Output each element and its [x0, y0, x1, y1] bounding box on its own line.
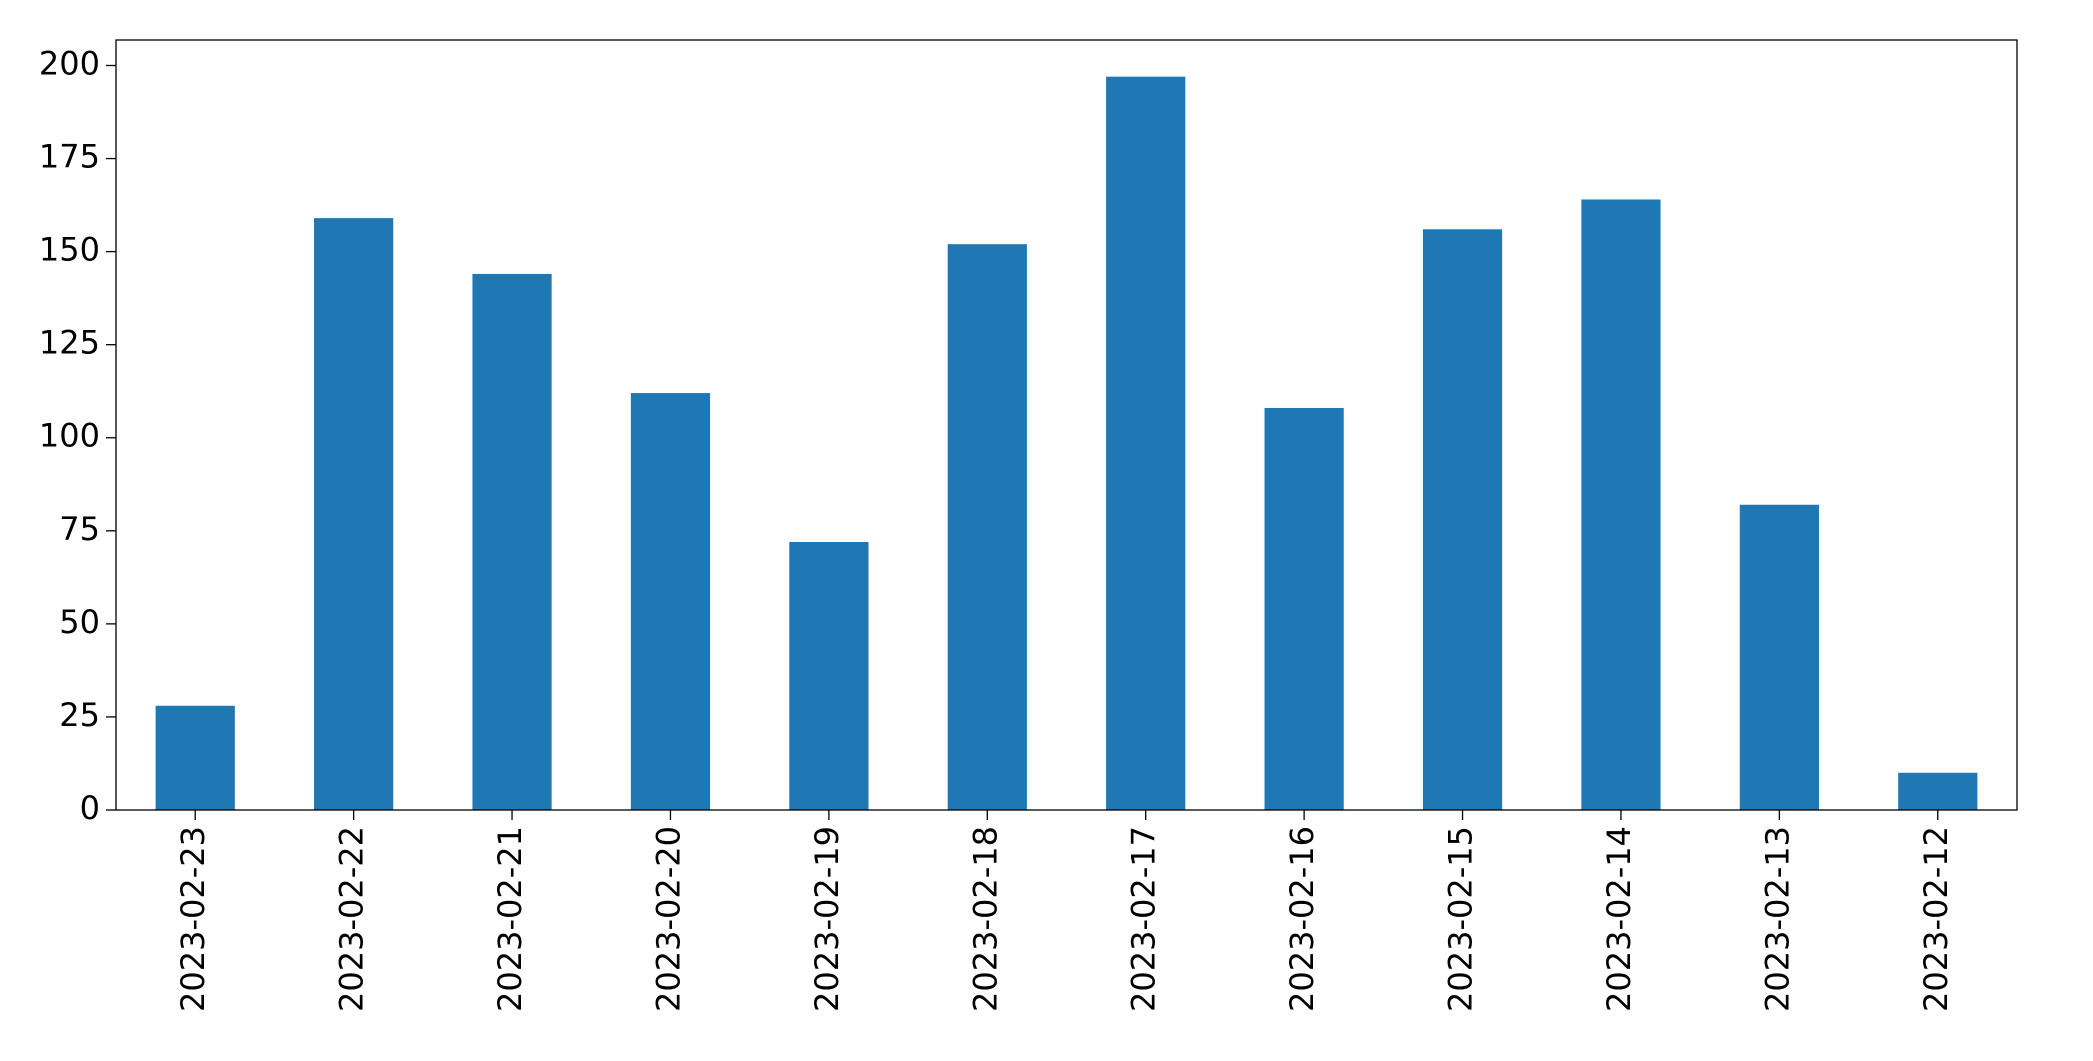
y-tick-label: 175 [39, 138, 100, 176]
y-tick-label: 25 [59, 696, 100, 734]
x-tick-label: 2023-02-21 [491, 826, 529, 1012]
bar [314, 218, 394, 810]
bar [1581, 199, 1661, 811]
x-tick-label: 2023-02-23 [174, 826, 212, 1012]
y-tick-label: 150 [39, 231, 100, 269]
x-tick-label: 2023-02-12 [1917, 826, 1955, 1012]
x-tick-label: 2023-02-15 [1442, 826, 1480, 1012]
bar [1898, 772, 1978, 810]
bar [1422, 229, 1503, 811]
y-tick-label: 0 [80, 789, 100, 827]
bar [947, 244, 1027, 811]
x-tick-label: 2023-02-19 [808, 826, 846, 1012]
x-tick-label: 2023-02-17 [1125, 826, 1163, 1012]
bar [1739, 504, 1819, 810]
y-tick-label: 200 [39, 44, 100, 82]
x-tick-label: 2023-02-13 [1758, 826, 1796, 1012]
bar [789, 541, 869, 810]
x-tick-label: 2023-02-16 [1283, 826, 1321, 1012]
bar [630, 393, 711, 810]
bar [1264, 407, 1344, 810]
bar [472, 273, 552, 811]
y-tick-label: 75 [59, 510, 100, 548]
y-tick-label: 125 [39, 324, 100, 362]
bar [1106, 76, 1186, 810]
x-tick-label: 2023-02-20 [649, 826, 687, 1012]
x-tick-label: 2023-02-22 [333, 826, 371, 1012]
y-tick-label: 50 [59, 603, 100, 641]
bar [155, 705, 235, 810]
x-tick-label: 2023-02-18 [966, 826, 1004, 1012]
y-tick-label: 100 [39, 417, 100, 455]
x-tick-label: 2023-02-14 [1600, 826, 1638, 1012]
plot-frame [115, 39, 2018, 811]
